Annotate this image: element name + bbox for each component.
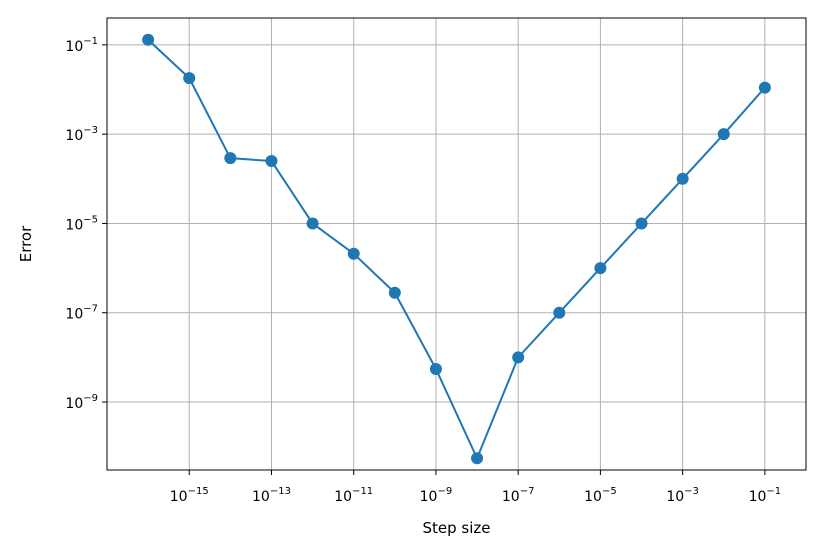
data-point	[635, 217, 648, 230]
data-point	[512, 351, 525, 364]
data-point	[676, 172, 689, 185]
data-point	[265, 155, 278, 168]
x-tick-label: 10−7	[502, 486, 535, 505]
x-tick-label: 10−15	[170, 486, 209, 505]
data-point	[429, 362, 442, 375]
data-point	[142, 33, 155, 46]
data-point	[594, 262, 607, 275]
y-axis-label: Error	[17, 225, 35, 262]
x-axis-label: Step size	[422, 519, 490, 537]
x-tick-label: 10−5	[584, 486, 617, 505]
y-tick-label: 10−7	[65, 304, 98, 323]
data-point	[553, 306, 566, 319]
data-point	[471, 452, 484, 465]
y-tick-label: 10−9	[65, 393, 98, 412]
data-point	[224, 152, 237, 165]
y-tick-label: 10−3	[65, 125, 98, 144]
data-point	[347, 247, 360, 260]
series-group	[142, 33, 771, 465]
plot-area-frame	[106, 17, 807, 471]
x-tick-label: 10−11	[334, 486, 373, 505]
axis-ticks: 10−15 10−13 10−11 10−9 10−7 10−5 10−3 10−1 10−9 1…	[65, 36, 781, 505]
y-tick-label: 10−1	[65, 36, 98, 55]
data-point	[758, 81, 771, 94]
data-point	[306, 217, 319, 230]
data-point	[717, 128, 730, 141]
x-tick-label: 10−13	[252, 486, 291, 505]
y-tick-label: 10−5	[65, 214, 98, 233]
x-tick-label: 10−3	[666, 486, 699, 505]
data-point	[183, 72, 196, 85]
x-tick-label: 10−9	[420, 486, 453, 505]
series-line	[147, 39, 766, 460]
x-tick-label: 10−1	[749, 486, 782, 505]
data-point	[388, 286, 401, 299]
